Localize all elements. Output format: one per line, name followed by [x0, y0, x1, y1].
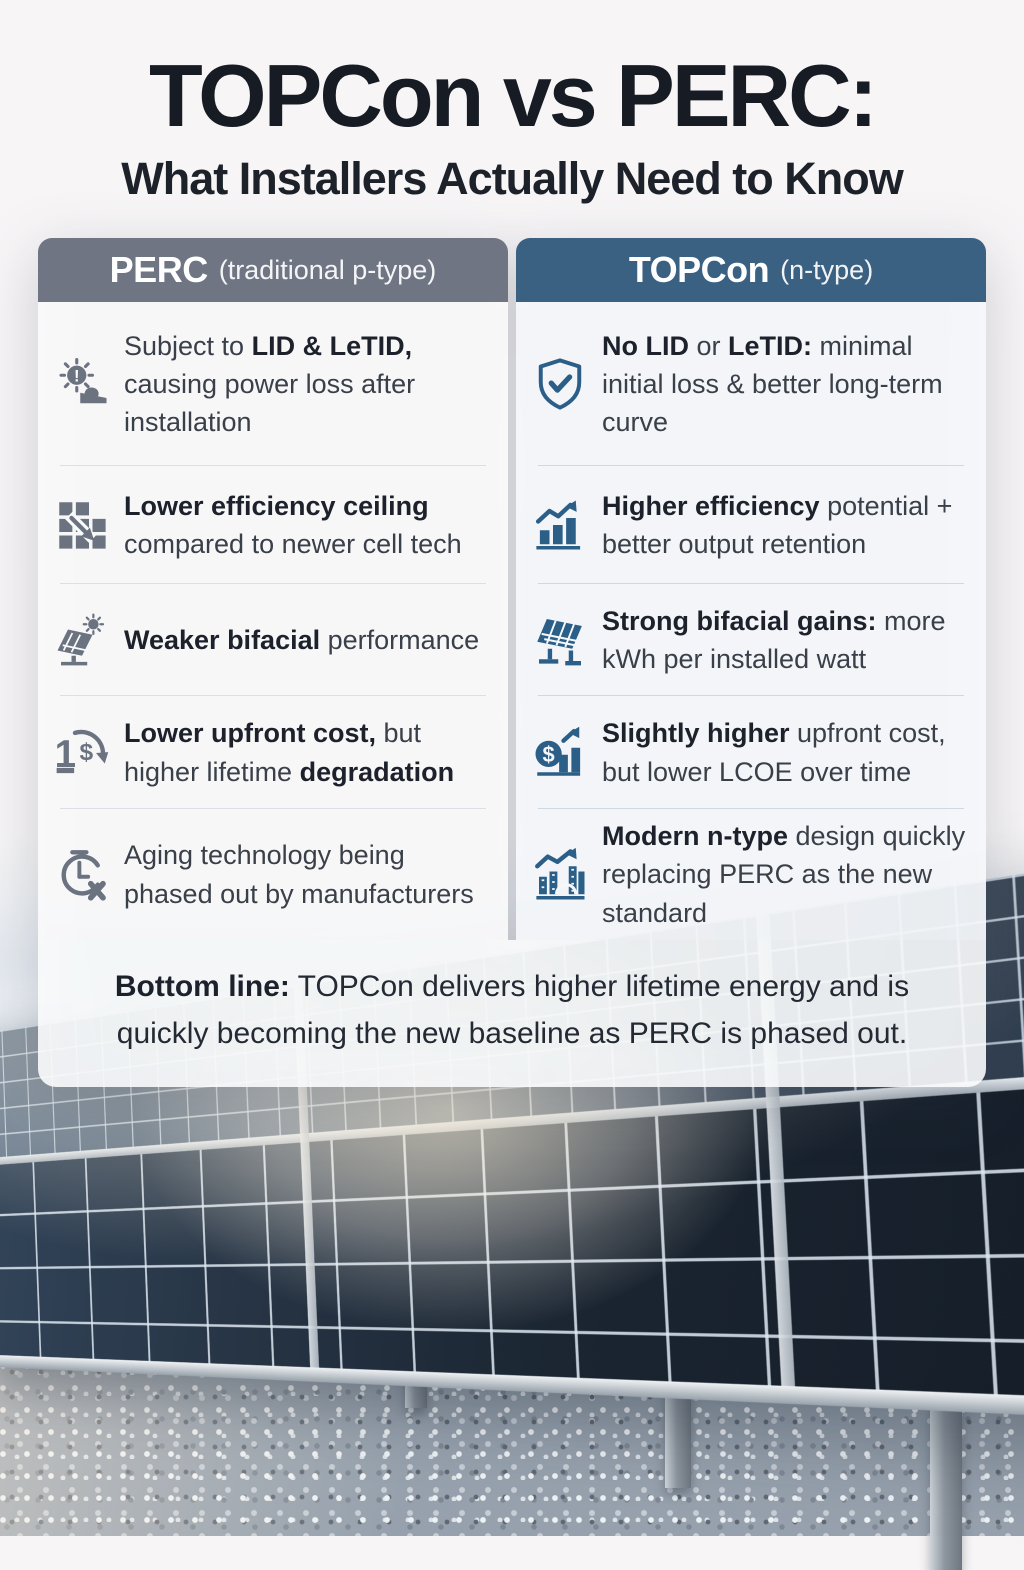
bifacial-panel-icon — [54, 612, 110, 668]
comparison-row: $ Slightly higher upfront cost, but lower… — [516, 696, 986, 809]
comparison-text: Higher efficiency potential + better out… — [602, 490, 953, 559]
comparison-text: Strong bifacial gains: more kWh per inst… — [602, 605, 946, 674]
perc-column: PERC (traditional p-type) ! Subject to LI… — [38, 238, 508, 940]
comparison-text: Subject to LID & LeTID, causing power lo… — [124, 330, 416, 438]
header: TOPCon vs PERC: What Installers Actually… — [0, 0, 1024, 204]
topcon-header-qualifier: (n-type) — [780, 254, 874, 285]
svg-text:!: ! — [74, 366, 80, 385]
comparison-text: No LID or LeTID: minimal initial loss & … — [602, 330, 943, 438]
comparison-row: Strong bifacial gains: more kWh per inst… — [516, 584, 986, 696]
page-subtitle: What Installers Actually Need to Know — [121, 153, 903, 204]
topcon-column: TOPCon (n-type) No LID or LeTID: minimal… — [516, 238, 986, 940]
comparison-text: Lower upfront cost, but higher lifetime … — [124, 718, 455, 787]
page-title: TOPCon vs PERC: — [149, 46, 878, 145]
comparison-card: PERC (traditional p-type) ! Subject to LI… — [38, 238, 986, 1087]
efficiency-grid-icon — [54, 497, 110, 553]
modern-chart-icon — [532, 847, 588, 903]
perc-header-qualifier: (traditional p-type) — [218, 254, 437, 285]
comparison-row: 1 $ Lower upfront cost, but higher lifetim… — [38, 696, 508, 809]
comparison-row: Lower efficiency ceiling compared to new… — [38, 466, 508, 584]
chart-up-icon — [532, 497, 588, 553]
comparison-row: ! Subject to LID & LeTID, causing power l… — [38, 302, 508, 466]
comparison-row: Higher efficiency potential + better out… — [516, 466, 986, 584]
bottom-line-text: Bottom line: TOPCon delivers higher life… — [114, 970, 910, 1050]
bottom-line: Bottom line: TOPCon delivers higher life… — [38, 940, 986, 1087]
comparison-columns: PERC (traditional p-type) ! Subject to LI… — [38, 238, 986, 940]
comparison-row: Modern n-type design quickly replacing P… — [516, 809, 986, 940]
perc-rows: ! Subject to LID & LeTID, causing power l… — [38, 302, 508, 940]
cost-up-icon: $ — [532, 725, 588, 781]
topcon-rows: No LID or LeTID: minimal initial loss & … — [516, 302, 986, 940]
comparison-row: Weaker bifacial performance — [38, 584, 508, 696]
comparison-row: Aging technology being phased out by man… — [38, 809, 508, 940]
comparison-text: Aging technology being phased out by man… — [124, 840, 474, 909]
svg-text:$: $ — [80, 739, 94, 766]
shield-check-icon — [532, 356, 588, 412]
bifacial-gain-icon — [532, 612, 588, 668]
aging-clock-icon — [54, 847, 110, 903]
comparison-row: No LID or LeTID: minimal initial loss & … — [516, 302, 986, 466]
perc-header-name: PERC — [109, 249, 209, 290]
comparison-text: Weaker bifacial performance — [124, 624, 480, 655]
topcon-header-name: TOPCon — [628, 249, 770, 290]
svg-text:$: $ — [543, 741, 555, 766]
sun-warning-icon: ! — [54, 356, 110, 412]
cost-cycle-icon: 1 $ — [54, 725, 110, 781]
perc-header: PERC (traditional p-type) — [38, 238, 508, 302]
comparison-text: Lower efficiency ceiling compared to new… — [124, 490, 462, 559]
comparison-text: Slightly higher upfront cost, but lower … — [602, 718, 946, 787]
comparison-text: Modern n-type design quickly replacing P… — [602, 821, 966, 928]
svg-text:1: 1 — [55, 733, 76, 776]
topcon-header: TOPCon (n-type) — [516, 238, 986, 302]
